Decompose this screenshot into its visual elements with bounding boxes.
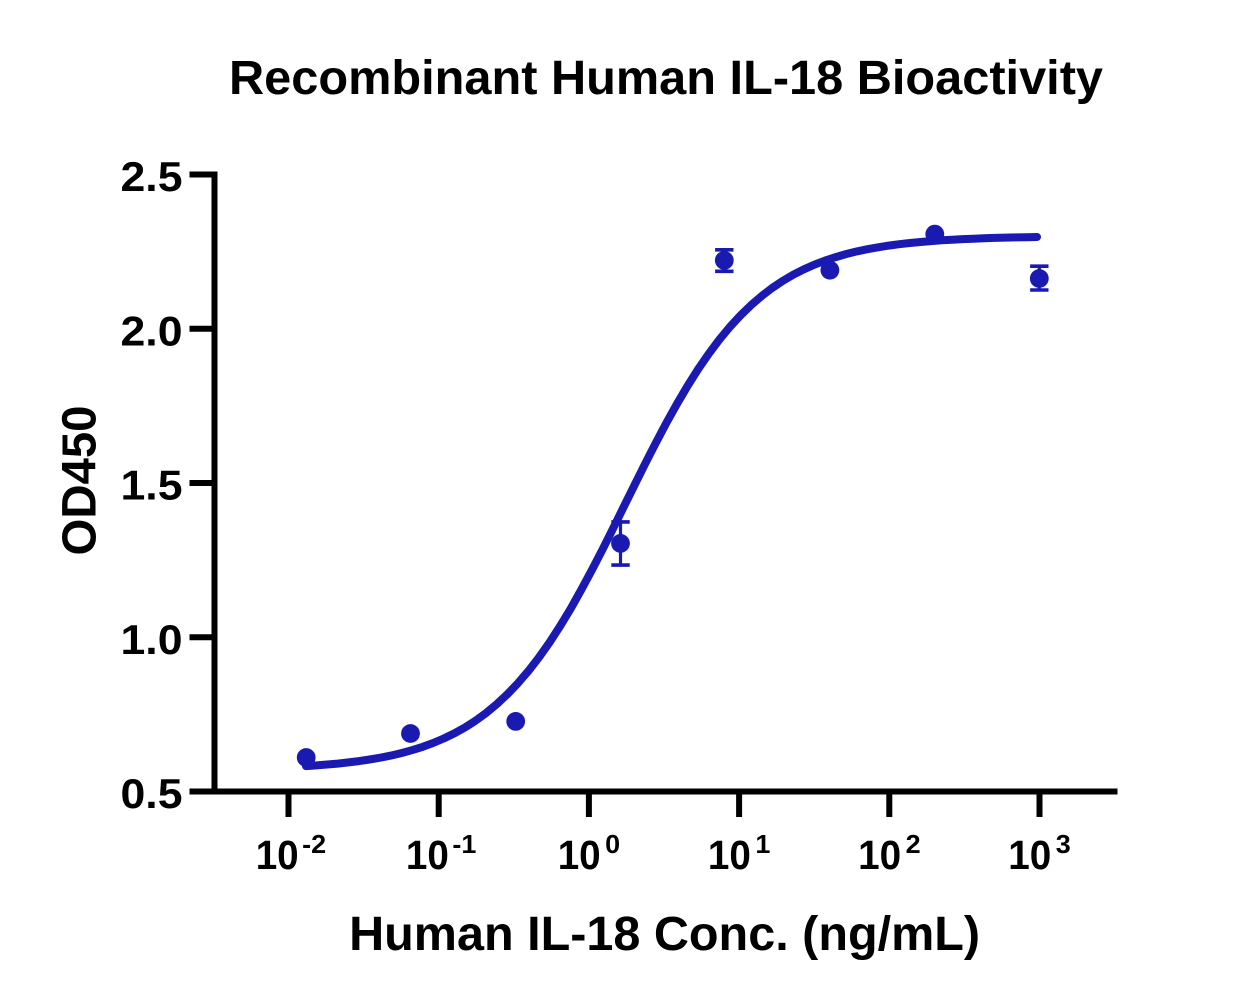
svg-text:0.5: 0.5 xyxy=(121,770,183,817)
svg-text:10: 10 xyxy=(256,832,299,878)
svg-text:10: 10 xyxy=(406,832,449,878)
svg-text:Recombinant Human IL-18 Bioact: Recombinant Human IL-18 Bioactivity xyxy=(229,52,1103,105)
svg-text:-1: -1 xyxy=(452,829,476,859)
svg-text:3: 3 xyxy=(1056,829,1071,859)
svg-text:OD450: OD450 xyxy=(54,406,107,556)
svg-text:10: 10 xyxy=(1008,832,1051,878)
svg-text:10: 10 xyxy=(558,832,601,878)
svg-text:1.5: 1.5 xyxy=(121,462,183,509)
svg-text:-2: -2 xyxy=(302,829,326,859)
svg-text:1.0: 1.0 xyxy=(121,616,183,663)
svg-text:10: 10 xyxy=(858,832,901,878)
svg-text:2: 2 xyxy=(906,829,921,859)
svg-text:2.0: 2.0 xyxy=(121,307,183,354)
svg-text:1: 1 xyxy=(755,829,770,859)
svg-text:Human IL-18 Conc. (ng/mL): Human IL-18 Conc. (ng/mL) xyxy=(349,908,980,961)
svg-text:0: 0 xyxy=(605,829,620,859)
svg-text:10: 10 xyxy=(708,832,751,878)
svg-text:2.5: 2.5 xyxy=(121,153,183,200)
